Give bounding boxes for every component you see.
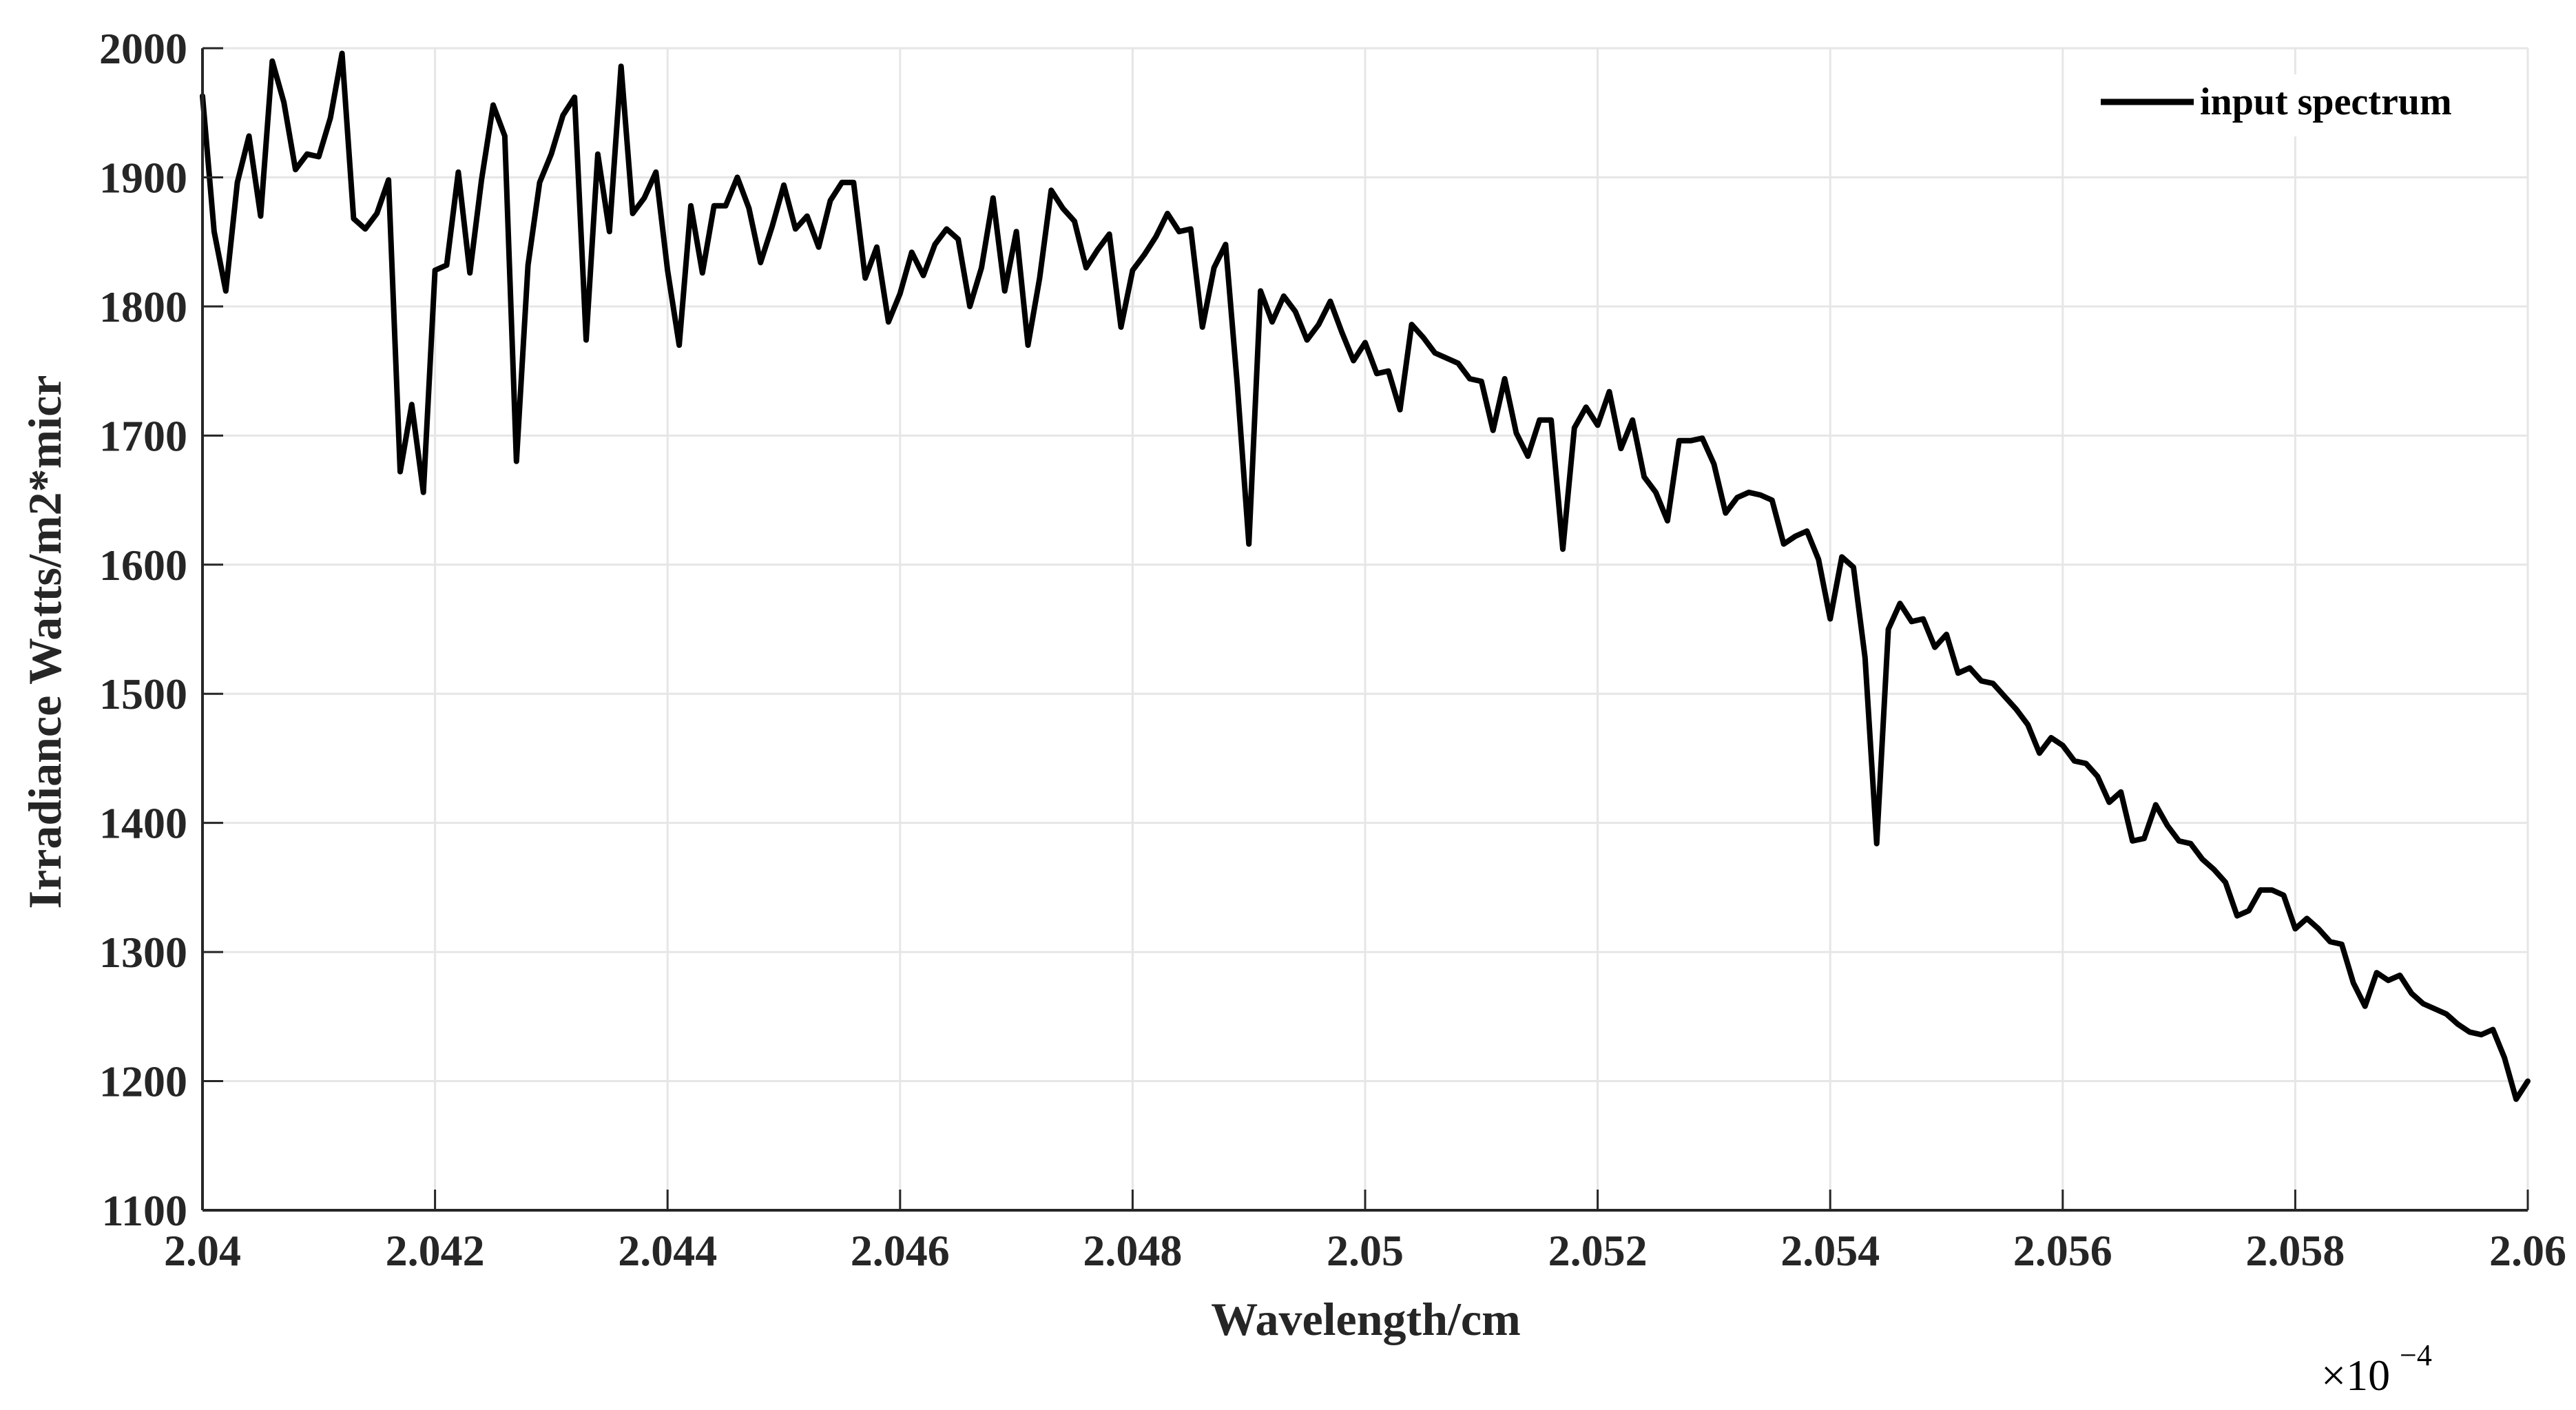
y-axis-ticks: 1100 1200 1300 1400 1500 1600 1700 1800 1900 2000 [99,24,223,1235]
y-tick-label: 1600 [99,541,187,590]
x-tick-label: 2.05 [1327,1226,1404,1275]
y-tick-label: 1700 [99,411,187,460]
series-group [200,50,2531,1102]
y-tick-label: 1300 [99,928,187,977]
x-axis-title: Wavelength/cm [1211,1293,1521,1345]
y-tick-label: 1900 [99,153,187,202]
x-tick-label: 2.06 [2489,1226,2566,1275]
y-tick-label: 1500 [99,670,187,718]
x-axis-ticks: 2.04 2.042 2.044 2.046 2.048 2.05 2.052 2.054 2.… [164,1190,2566,1275]
x-tick-label: 2.042 [386,1226,485,1275]
y-tick-label: 1100 [102,1186,187,1235]
y-tick-label: 2000 [99,24,187,73]
y-tick-label: 1200 [99,1057,187,1106]
x-tick-label: 2.048 [1083,1226,1182,1275]
series-line-input-spectrum [200,50,2531,1102]
x-multiplier: ×10 −4 [2321,1338,2432,1400]
x-tick-label: 2.052 [1548,1226,1648,1275]
y-axis-title: Irradiance Watts/m2*micr [19,375,71,909]
x-tick-label: 2.046 [851,1226,950,1275]
legend-box [2080,74,2522,136]
legend: input spectrum [2080,74,2522,136]
x-tick-label: 2.054 [1780,1226,1880,1275]
x-tick-label: 2.058 [2245,1226,2345,1275]
x-multiplier-base: ×10 [2321,1351,2390,1400]
x-multiplier-exponent: −4 [2400,1338,2432,1372]
legend-label: input spectrum [2200,81,2452,123]
y-tick-label: 1400 [99,799,187,848]
y-tick-label: 1800 [99,282,187,331]
x-tick-label: 2.044 [618,1226,717,1275]
x-tick-label: 2.056 [2013,1226,2112,1275]
x-tick-label: 2.04 [164,1226,241,1275]
